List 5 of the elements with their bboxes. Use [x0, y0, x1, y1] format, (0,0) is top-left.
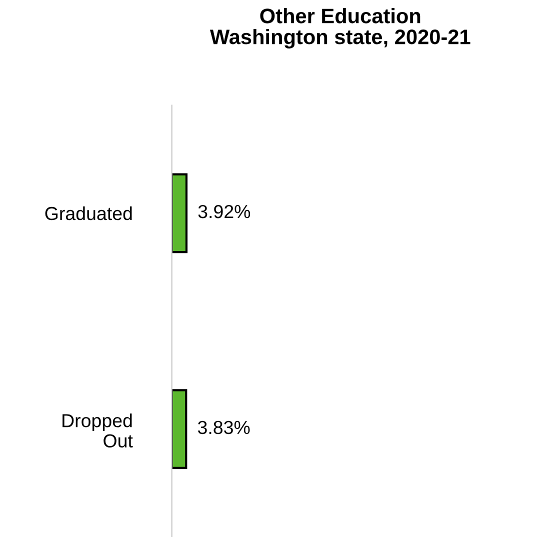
y-tick-label: Graduated	[45, 206, 132, 220]
data-label: 3.92%	[198, 204, 250, 218]
data-label: 3.83%	[198, 420, 250, 434]
text: Other Education Washington state, 2020-21	[210, 8, 470, 48]
y-tick-label: Dropped Out	[62, 414, 133, 448]
